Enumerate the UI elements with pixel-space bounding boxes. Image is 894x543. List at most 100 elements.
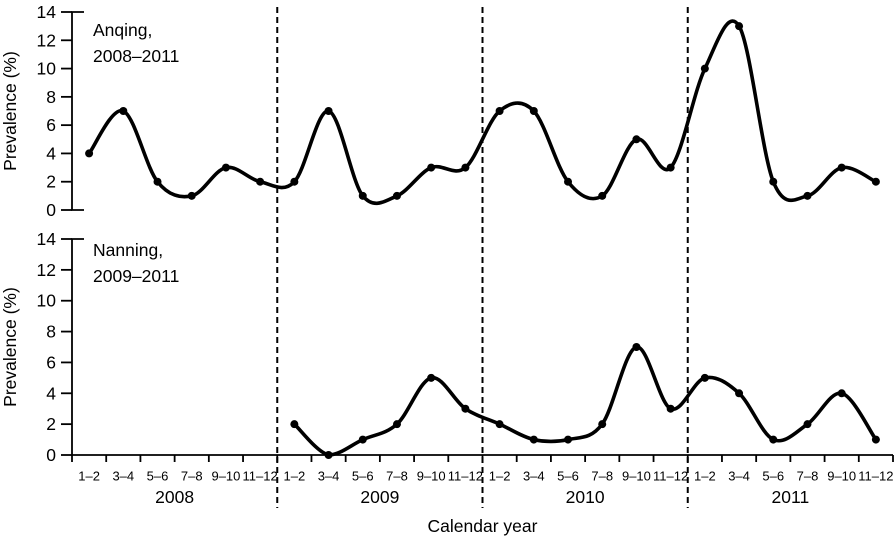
data-point-marker: [85, 149, 94, 158]
data-point-marker: [529, 435, 538, 444]
y-axis-title: Prevalence (%): [0, 51, 20, 171]
x-tick-label: 11–12: [653, 469, 688, 484]
data-point-marker: [427, 163, 436, 172]
data-point-marker: [461, 163, 470, 172]
panel-annotation-line1: Anqing,: [93, 20, 152, 40]
x-tick-label: 5–6: [147, 469, 169, 484]
x-tick-label: 9–10: [211, 469, 240, 484]
x-tick-label: 5–6: [762, 469, 784, 484]
year-label: 2010: [566, 487, 605, 507]
data-point-marker: [392, 191, 401, 200]
data-point-marker: [392, 420, 401, 429]
data-point-marker: [632, 135, 641, 144]
x-axis-title: Calendar year: [428, 516, 538, 536]
x-tick-label: 7–8: [386, 469, 408, 484]
y-axis-tick-label: 2: [46, 414, 56, 434]
data-point-marker: [598, 191, 607, 200]
x-tick-label: 9–10: [827, 469, 856, 484]
y-axis-title: Prevalence (%): [0, 287, 20, 407]
y-axis-tick-label: 10: [37, 291, 57, 311]
year-dividers: [276, 7, 689, 508]
y-axis-tick-label: 8: [46, 322, 56, 342]
y-axis-tick-label: 6: [46, 115, 56, 135]
data-point-marker: [769, 435, 778, 444]
data-point-marker: [666, 163, 675, 172]
data-point-marker: [427, 373, 436, 382]
data-point-marker: [324, 107, 333, 115]
x-tick-label: 3–4: [318, 469, 340, 484]
data-point-marker: [495, 107, 504, 115]
data-point-marker: [837, 163, 846, 172]
y-axis-tick-label: 0: [46, 200, 56, 220]
data-point-marker: [871, 177, 880, 186]
x-tick-label: 7–8: [591, 469, 613, 484]
y-axis-tick-label: 2: [46, 172, 56, 192]
year-label: 2009: [360, 487, 399, 507]
x-tick-label: 1–2: [78, 469, 100, 484]
data-point-marker: [358, 191, 367, 200]
data-point-marker: [700, 373, 709, 382]
x-tick-label: 5–6: [557, 469, 579, 484]
y-axis-line: [71, 238, 84, 455]
data-point-marker: [119, 107, 128, 115]
x-tick-label: 7–8: [797, 469, 819, 484]
x-tick-label: 9–10: [622, 469, 651, 484]
x-tick-label: 7–8: [181, 469, 203, 484]
panel-anqing: 0 2 4 6 8 10 12 14 Prevalence (%) Anqing, 2008–201…: [0, 2, 880, 220]
data-point-marker: [221, 163, 230, 172]
x-tick-label: 1–2: [284, 469, 306, 484]
data-point-marker: [803, 191, 812, 200]
x-tick-label: 1–2: [489, 469, 511, 484]
data-point-marker: [769, 177, 778, 186]
x-axis: 1–2 3–4 5–6 7–8 9–10 11–12 1–2 3–4 5–6 7–8 9–10 11–…: [71, 454, 894, 536]
data-point-marker: [564, 435, 573, 444]
y-axis-tick-label: 4: [46, 383, 56, 403]
x-tick-label: 11–12: [448, 469, 483, 484]
panel-annotation-line2: 2009–2011: [93, 266, 179, 286]
data-point-marker: [564, 177, 573, 186]
data-point-marker: [290, 420, 299, 429]
series-line-nanning: [292, 345, 878, 457]
data-point-marker: [598, 420, 607, 429]
data-point-marker: [461, 404, 470, 413]
data-point-marker: [803, 420, 812, 429]
data-point-marker: [153, 177, 162, 186]
y-axis-tick-label: 0: [46, 445, 56, 465]
data-point-marker: [256, 177, 265, 186]
data-point-marker: [837, 389, 846, 398]
y-axis-tick-label: 8: [46, 87, 56, 107]
x-tick-label: 1–2: [694, 469, 716, 484]
panel-annotation-line2: 2008–2011: [93, 46, 179, 66]
data-point-marker: [529, 107, 538, 115]
data-point-marker: [735, 389, 744, 398]
data-point-marker: [735, 22, 744, 31]
data-point-marker: [632, 343, 641, 351]
y-axis-tick-label: 6: [46, 352, 56, 372]
x-tick-label: 3–4: [112, 469, 134, 484]
data-point-marker: [666, 404, 675, 413]
y-axis-line: [71, 11, 84, 211]
data-point-marker: [871, 435, 880, 444]
panel-annotation-line1: Nanning,: [93, 240, 163, 260]
y-axis-tick-label: 12: [37, 30, 56, 50]
x-tick-label: 9–10: [417, 469, 446, 484]
data-point-marker: [700, 64, 709, 73]
data-point-marker: [187, 191, 196, 200]
y-axis-tick-label: 14: [37, 2, 57, 22]
year-label: 2008: [155, 487, 194, 507]
y-axis-tick-label: 12: [37, 260, 56, 280]
data-point-marker: [290, 177, 299, 186]
y-axis-tick-label: 10: [37, 59, 57, 79]
x-tick-label: 11–12: [858, 469, 893, 484]
y-axis-tick-label: 4: [46, 143, 56, 163]
x-tick-label: 3–4: [523, 469, 545, 484]
x-tick-label: 3–4: [728, 469, 750, 484]
x-tick-label: 11–12: [243, 469, 278, 484]
data-point-marker: [495, 420, 504, 429]
panel-nanning: 0 2 4 6 8 10 12 14 Prevalence (%) Nanning, 2009–20…: [0, 229, 880, 465]
year-label: 2011: [772, 487, 810, 507]
y-axis-tick-label: 14: [37, 229, 57, 249]
x-tick-label: 5–6: [352, 469, 374, 484]
